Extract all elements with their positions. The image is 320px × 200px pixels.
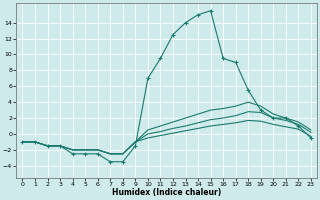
X-axis label: Humidex (Indice chaleur): Humidex (Indice chaleur) <box>112 188 221 197</box>
